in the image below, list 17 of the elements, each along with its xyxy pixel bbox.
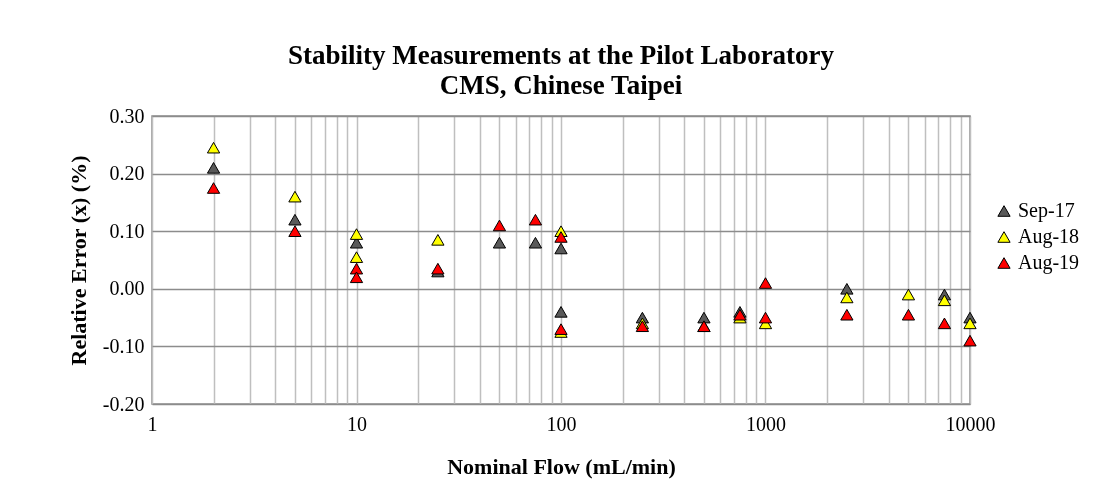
x-tick-label: 1000 <box>746 412 786 435</box>
y-tick-label: -0.10 <box>102 334 145 357</box>
y-tick-label: 0.10 <box>109 219 145 242</box>
y-tick-label: -0.20 <box>102 392 145 415</box>
x-tick-label: 10000 <box>945 412 996 435</box>
legend-label: Aug-18 <box>1018 225 1080 248</box>
legend-label: Aug-19 <box>1018 251 1080 274</box>
legend-label: Sep-17 <box>1018 199 1075 222</box>
x-tick-label: 1 <box>147 412 158 435</box>
x-tick-label: 100 <box>546 412 577 435</box>
y-axis-title: Relative Error (x) (%) <box>65 155 91 366</box>
y-tick-label: 0.30 <box>109 104 145 127</box>
y-tick-label: 0.00 <box>109 277 145 300</box>
x-axis-title: Nominal Flow (mL/min) <box>447 453 676 479</box>
x-tick-label: 10 <box>347 412 367 435</box>
chart-title: Stability Measurements at the Pilot Laboratory CMS, Chinese Taipei <box>287 40 835 100</box>
y-tick-label: 0.20 <box>109 162 145 185</box>
